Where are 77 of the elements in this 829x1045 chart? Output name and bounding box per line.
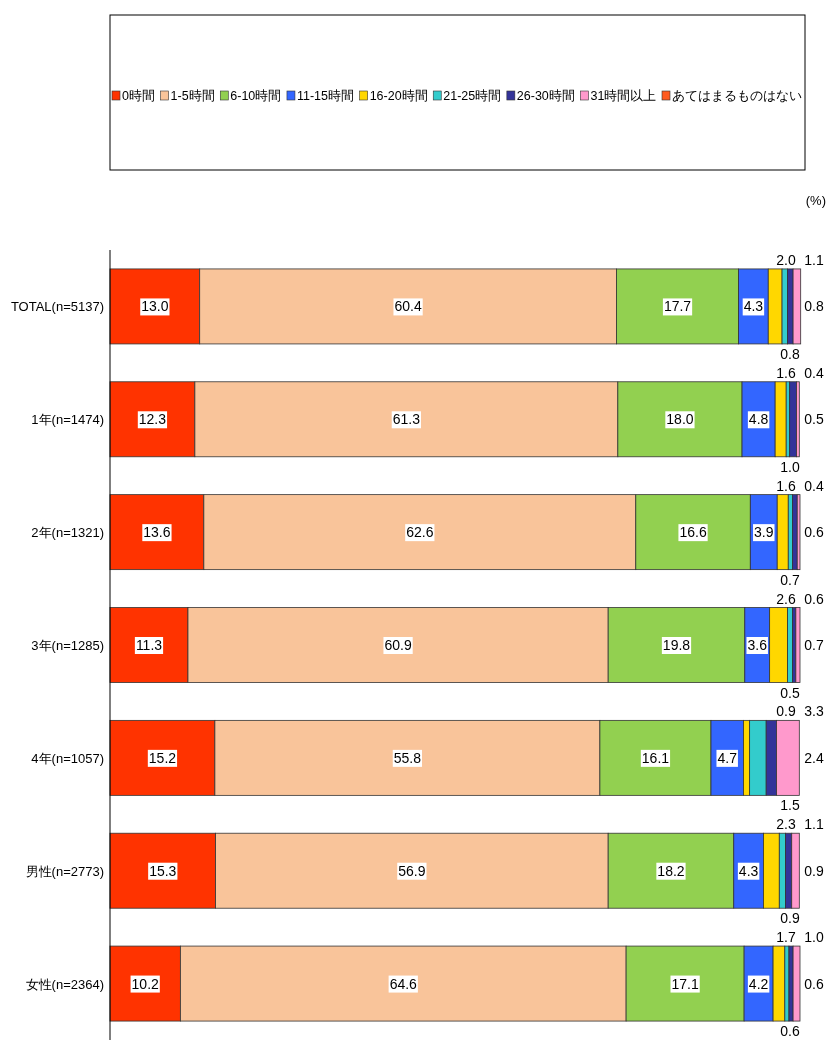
- legend-label: 6-10時間: [230, 89, 282, 103]
- data-label: 0.8: [804, 298, 824, 315]
- legend-label: 16-20時間: [369, 89, 428, 103]
- data-label: 0.5: [780, 684, 800, 701]
- data-label: 17.7: [663, 298, 692, 315]
- data-label: 12.3: [138, 411, 167, 428]
- data-label: 3.3: [804, 703, 824, 720]
- data-label: 2.0: [776, 251, 796, 268]
- data-label: 2.4: [804, 749, 824, 766]
- data-label: 55.8: [393, 749, 422, 766]
- data-label: 0.4: [804, 364, 824, 381]
- data-label: 11.3: [135, 637, 163, 653]
- data-label: 62.6: [406, 524, 434, 541]
- data-label: 15.3: [149, 862, 177, 879]
- data-label: 0.5: [804, 411, 824, 428]
- data-label: 3.9: [754, 524, 774, 541]
- data-label: 0.6: [804, 975, 824, 992]
- data-label: 2.3: [776, 816, 796, 833]
- bar: [792, 945, 801, 1022]
- data-label: 0.6: [780, 1023, 800, 1040]
- data-label: 10.2: [131, 975, 160, 992]
- y-tick-label: 4年(n=1057): [31, 750, 104, 766]
- y-tick-label: 1年(n=1474): [31, 412, 104, 428]
- data-label: 4.3: [738, 862, 759, 879]
- data-label: 1.0: [804, 929, 824, 946]
- data-label: 60.4: [394, 298, 422, 315]
- data-label: 17.1: [671, 975, 699, 992]
- data-label: 1.0: [780, 458, 800, 475]
- data-label: 19.8: [662, 637, 691, 653]
- data-label: 16.6: [679, 524, 707, 541]
- data-label: 0.9: [780, 910, 800, 927]
- data-label: 13.0: [141, 298, 169, 315]
- data-label: 0.6: [804, 590, 824, 607]
- legend-label: 26-30時間: [516, 89, 575, 103]
- data-label: 15.2: [148, 749, 177, 766]
- data-label: 4.3: [743, 298, 764, 315]
- data-label: 61.3: [392, 411, 421, 428]
- bar: [795, 607, 801, 683]
- data-label: 1.5: [780, 797, 800, 814]
- data-label: 1.6: [776, 477, 796, 494]
- legend-label: 21-25時間: [443, 89, 502, 103]
- data-label: 4.8: [748, 411, 769, 428]
- data-label: 1.6: [776, 364, 796, 381]
- data-label: 16.1: [641, 749, 670, 766]
- data-label: 0.4: [804, 477, 824, 494]
- data-label: 4.7: [717, 749, 738, 766]
- data-label: 0.7: [804, 637, 824, 653]
- legend-label: あてはまるものはない: [672, 89, 802, 103]
- data-label: 0.6: [804, 524, 824, 541]
- y-tick-label: 3年(n=1285): [31, 638, 104, 653]
- legend-label: 31時間以上: [590, 89, 657, 103]
- data-label: 1.1: [804, 816, 824, 833]
- data-label: 18.0: [666, 411, 694, 428]
- legend-label: 1-5時間: [170, 89, 215, 103]
- data-label: 2.6: [776, 590, 796, 607]
- data-label: 13.6: [143, 524, 171, 541]
- data-label: 4.2: [748, 975, 769, 992]
- data-label: 0.9: [776, 703, 796, 720]
- y-tick-label: 男性(n=2773): [25, 863, 104, 879]
- text: (%): [805, 193, 826, 208]
- y-tick-label: 女性(n=2364): [25, 976, 104, 992]
- data-label: 18.2: [657, 862, 685, 879]
- data-label: 0.9: [804, 862, 824, 879]
- legend-label: 0時間: [122, 89, 155, 103]
- data-label: 56.9: [398, 862, 426, 879]
- y-tick-label: 2年(n=1321): [31, 525, 104, 541]
- data-label: 1.1: [804, 251, 824, 268]
- bar: [796, 494, 801, 571]
- data-label: 0.8: [780, 345, 800, 362]
- bar: [789, 381, 797, 458]
- data-label: 1.7: [776, 929, 796, 946]
- data-label: 0.7: [780, 571, 800, 588]
- data-label: 3.6: [747, 637, 768, 653]
- data-label: 60.9: [384, 637, 412, 653]
- data-label: 64.6: [389, 975, 418, 992]
- y-tick-label: TOTAL(n=5137): [10, 299, 104, 315]
- legend-label: 11-15時間: [296, 89, 354, 103]
